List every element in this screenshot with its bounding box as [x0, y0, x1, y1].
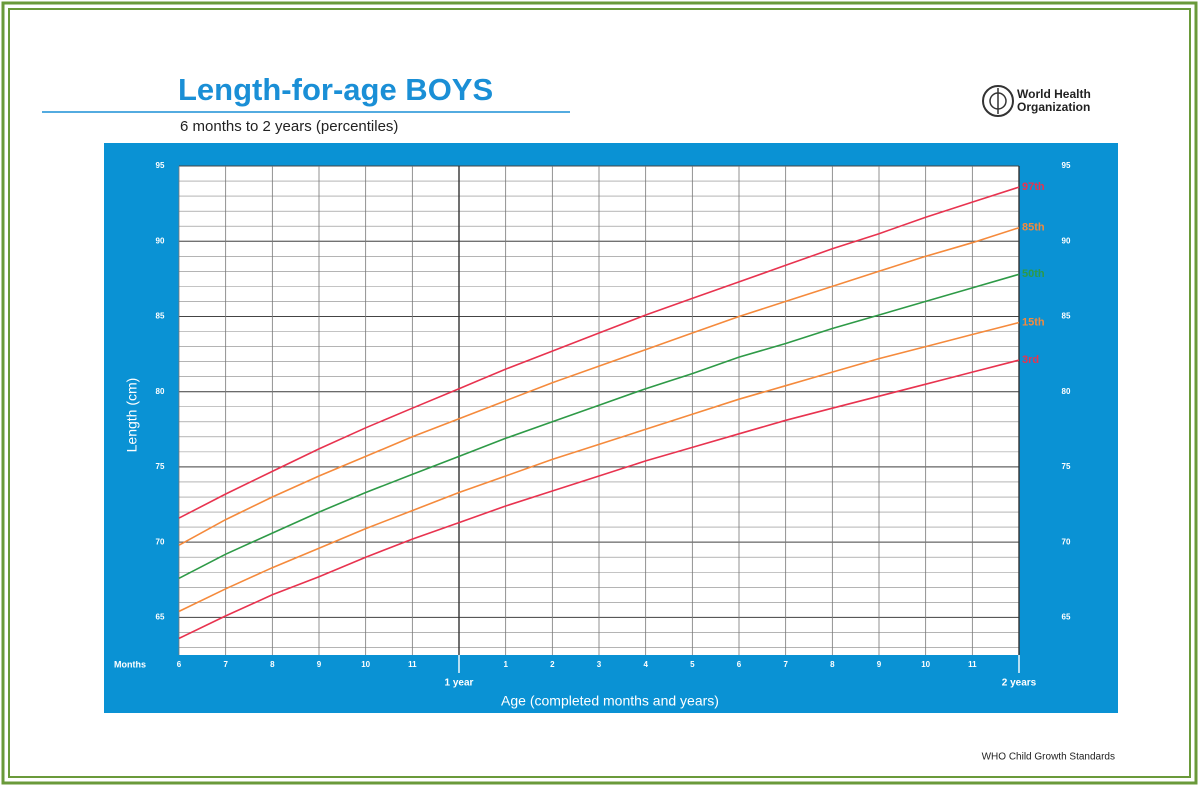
x-year-label: 1 year	[445, 678, 474, 689]
y-tick-label-right: 70	[1062, 537, 1071, 546]
logo-text: Organization	[1017, 100, 1090, 114]
chart-title: Length-for-age BOYS	[178, 72, 493, 107]
x-tick-label: 8	[830, 660, 835, 669]
chart-subtitle: 6 months to 2 years (percentiles)	[180, 118, 398, 135]
y-tick-label: 90	[156, 236, 165, 245]
percentile-line	[178, 273, 1020, 580]
y-tick-label-right: 75	[1062, 462, 1071, 471]
logo-text: World Health	[1017, 87, 1091, 101]
x-tick-label: 7	[783, 660, 788, 669]
x-tick-label: 11	[968, 660, 977, 669]
series-label: 3rd	[1022, 354, 1039, 366]
x-tick-label: 8	[270, 660, 275, 669]
y-axis-title: Length (cm)	[124, 378, 140, 453]
inner-frame	[8, 8, 1191, 778]
series-label: 15th	[1022, 316, 1045, 328]
y-tick-label-right: 80	[1062, 387, 1071, 396]
x-tick-label: 5	[690, 660, 695, 669]
series-label: 97th	[1022, 181, 1045, 193]
x-tick-label: 7	[223, 660, 228, 669]
series-label: 50th	[1022, 268, 1045, 280]
grid	[178, 165, 1020, 655]
y-tick-label-right: 95	[1062, 161, 1071, 170]
y-tick-label-right: 90	[1062, 236, 1071, 245]
x-tick-label: 9	[317, 660, 322, 669]
x-tick-label: 1	[503, 660, 508, 669]
x-unit-label: Months	[114, 659, 146, 669]
y-tick-label: 70	[156, 537, 165, 546]
x-tick-label: 3	[597, 660, 602, 669]
footer: WHO Child Growth Standards	[982, 752, 1115, 763]
y-tick-label: 75	[156, 462, 165, 471]
y-tick-label-right: 85	[1062, 312, 1071, 321]
x-tick-label: 11	[408, 660, 417, 669]
percentile-line	[178, 226, 1020, 546]
who-logo: World Health Organization	[982, 85, 1091, 117]
percentile-line	[178, 186, 1020, 519]
x-axis-title: Age (completed months and years)	[501, 693, 719, 709]
y-tick-label: 95	[156, 161, 165, 170]
y-tick-label: 85	[156, 312, 165, 321]
y-tick-label: 65	[156, 612, 165, 621]
x-tick-label: 6	[737, 660, 742, 669]
percentile-line	[178, 359, 1020, 640]
x-tick-label: 6	[177, 660, 182, 669]
x-tick-label: 10	[361, 660, 370, 669]
x-tick-label: 2	[550, 660, 555, 669]
x-year-label: 2 years	[1002, 678, 1037, 689]
y-tick-label: 80	[156, 387, 165, 396]
y-tick-label-right: 65	[1062, 612, 1071, 621]
lines: 97th 85th 50th 15th 3rd	[178, 181, 1045, 640]
x-tick-label: 10	[921, 660, 930, 669]
x-tick-label: 9	[877, 660, 882, 669]
x-tick-label: 4	[643, 660, 648, 669]
percentile-line	[178, 321, 1020, 613]
series-label: 85th	[1022, 222, 1045, 234]
